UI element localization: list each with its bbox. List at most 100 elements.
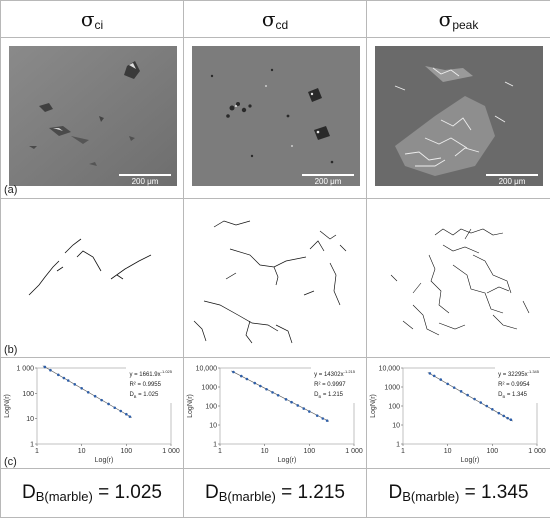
sem-cell-cd: 200 μm bbox=[184, 38, 367, 199]
column-header-cd: σcd bbox=[184, 1, 367, 38]
y-tick-label: 100 bbox=[205, 404, 217, 411]
x-axis-label: Log(r) bbox=[461, 457, 480, 464]
data-point bbox=[285, 398, 288, 401]
data-point bbox=[439, 378, 442, 381]
y-tick-label: 10 bbox=[392, 423, 400, 430]
y-tick-label: 1 bbox=[30, 442, 34, 449]
scale-bar-peak: 200 μm bbox=[486, 174, 538, 186]
data-point bbox=[321, 417, 324, 420]
data-point bbox=[246, 378, 249, 381]
data-point bbox=[302, 407, 305, 410]
trace-cell-cd bbox=[184, 199, 367, 358]
x-tick-label: 1 000 bbox=[528, 448, 546, 455]
data-point bbox=[277, 394, 280, 397]
data-point bbox=[308, 410, 311, 413]
sigma-peak: σpeak bbox=[439, 7, 479, 31]
x-tick-label: 1 bbox=[35, 448, 39, 455]
crack-trace-ci bbox=[7, 205, 175, 351]
data-point bbox=[259, 385, 262, 388]
data-point bbox=[506, 417, 509, 420]
db-value-cd: DB(marble) = 1.215 bbox=[184, 469, 367, 518]
data-point bbox=[466, 394, 469, 397]
y-tick-label: 10 bbox=[26, 416, 34, 423]
data-point bbox=[119, 410, 122, 413]
scale-bar-ci: 200 μm bbox=[119, 174, 171, 186]
data-point bbox=[94, 395, 97, 398]
sem-cell-ci: 200 μm (a) bbox=[1, 38, 184, 199]
x-tick-label: 1 000 bbox=[162, 448, 180, 455]
data-point bbox=[473, 398, 476, 401]
fit-equation-ci: y = 1661.9x-1.025 R² = 0.9955 DB = 1.025 bbox=[126, 366, 175, 403]
y-axis-label: LogN(r) bbox=[370, 394, 377, 418]
y-tick-label: 100 bbox=[22, 391, 34, 398]
x-tick-label: 10 bbox=[78, 448, 86, 455]
y-tick-label: 1 000 bbox=[16, 366, 34, 373]
row-label-a: (a) bbox=[4, 184, 17, 196]
x-tick-label: 100 bbox=[120, 448, 132, 455]
fit-equation-cd: y = 14302x-1.215 R² = 0.9997 DB = 1.215 bbox=[311, 366, 358, 403]
fit-equation-peak: y = 32295x-1.345 R² = 0.9954 DB = 1.345 bbox=[495, 366, 542, 403]
x-tick-label: 1 bbox=[218, 448, 222, 455]
y-tick-label: 100 bbox=[388, 404, 400, 411]
data-point bbox=[510, 418, 513, 421]
db-value-peak: DB(marble) = 1.345 bbox=[367, 469, 550, 518]
data-point bbox=[316, 414, 319, 417]
x-axis-label: Log(r) bbox=[278, 457, 297, 464]
data-point bbox=[57, 374, 60, 377]
sigma-cd: σcd bbox=[262, 7, 288, 31]
sem-cell-peak: 200 μm bbox=[367, 38, 550, 199]
y-tick-label: 1 bbox=[213, 442, 217, 449]
data-point bbox=[63, 377, 66, 380]
column-header-peak: σpeak bbox=[367, 1, 550, 38]
data-point bbox=[502, 415, 505, 418]
data-point bbox=[453, 386, 456, 389]
sem-image-ci bbox=[9, 46, 177, 186]
data-point bbox=[479, 401, 482, 404]
sem-image-peak bbox=[375, 46, 543, 186]
x-tick-label: 100 bbox=[486, 448, 498, 455]
trace-cell-peak bbox=[367, 199, 550, 358]
data-point bbox=[113, 406, 116, 409]
crack-trace-cd bbox=[190, 205, 360, 351]
y-tick-label: 10 bbox=[209, 423, 217, 430]
data-point bbox=[80, 387, 83, 390]
data-point bbox=[67, 379, 70, 382]
db-value-ci: DB(marble) = 1.025 bbox=[1, 469, 184, 518]
data-point bbox=[498, 412, 501, 415]
data-point bbox=[429, 372, 432, 375]
y-tick-label: 1000 bbox=[384, 385, 400, 392]
data-point bbox=[446, 383, 449, 386]
data-point bbox=[232, 371, 235, 374]
data-point bbox=[125, 413, 128, 416]
data-point bbox=[100, 399, 103, 402]
data-point bbox=[433, 375, 436, 378]
x-tick-label: 1 bbox=[401, 448, 405, 455]
data-point bbox=[460, 390, 463, 393]
row-label-c: (c) bbox=[4, 456, 17, 468]
x-tick-label: 1 000 bbox=[345, 448, 363, 455]
y-tick-label: 1 bbox=[396, 442, 400, 449]
sigma-ci: σci bbox=[81, 7, 103, 31]
data-point bbox=[87, 391, 90, 394]
y-tick-label: 1000 bbox=[201, 385, 217, 392]
data-point bbox=[73, 383, 76, 386]
y-axis-label: LogN(r) bbox=[4, 394, 11, 418]
row-label-b: (b) bbox=[4, 344, 17, 356]
sem-image-cd bbox=[192, 46, 360, 186]
plot-cell-peak: 1 10 100 1 000 1 10 100 1000 10,000 Log(r) LogN(r)… bbox=[367, 358, 550, 469]
data-point bbox=[290, 401, 293, 404]
x-tick-label: 10 bbox=[444, 448, 452, 455]
y-tick-label: 10,000 bbox=[196, 366, 218, 373]
y-axis-label: LogN(r) bbox=[187, 394, 194, 418]
data-point bbox=[326, 419, 329, 422]
data-point bbox=[271, 391, 274, 394]
column-header-ci: σci bbox=[1, 1, 184, 38]
trace-cell-ci: (b) bbox=[1, 199, 184, 358]
data-point bbox=[253, 382, 256, 385]
y-tick-label: 10,000 bbox=[379, 366, 401, 373]
data-point bbox=[49, 369, 52, 372]
x-tick-label: 100 bbox=[303, 448, 315, 455]
